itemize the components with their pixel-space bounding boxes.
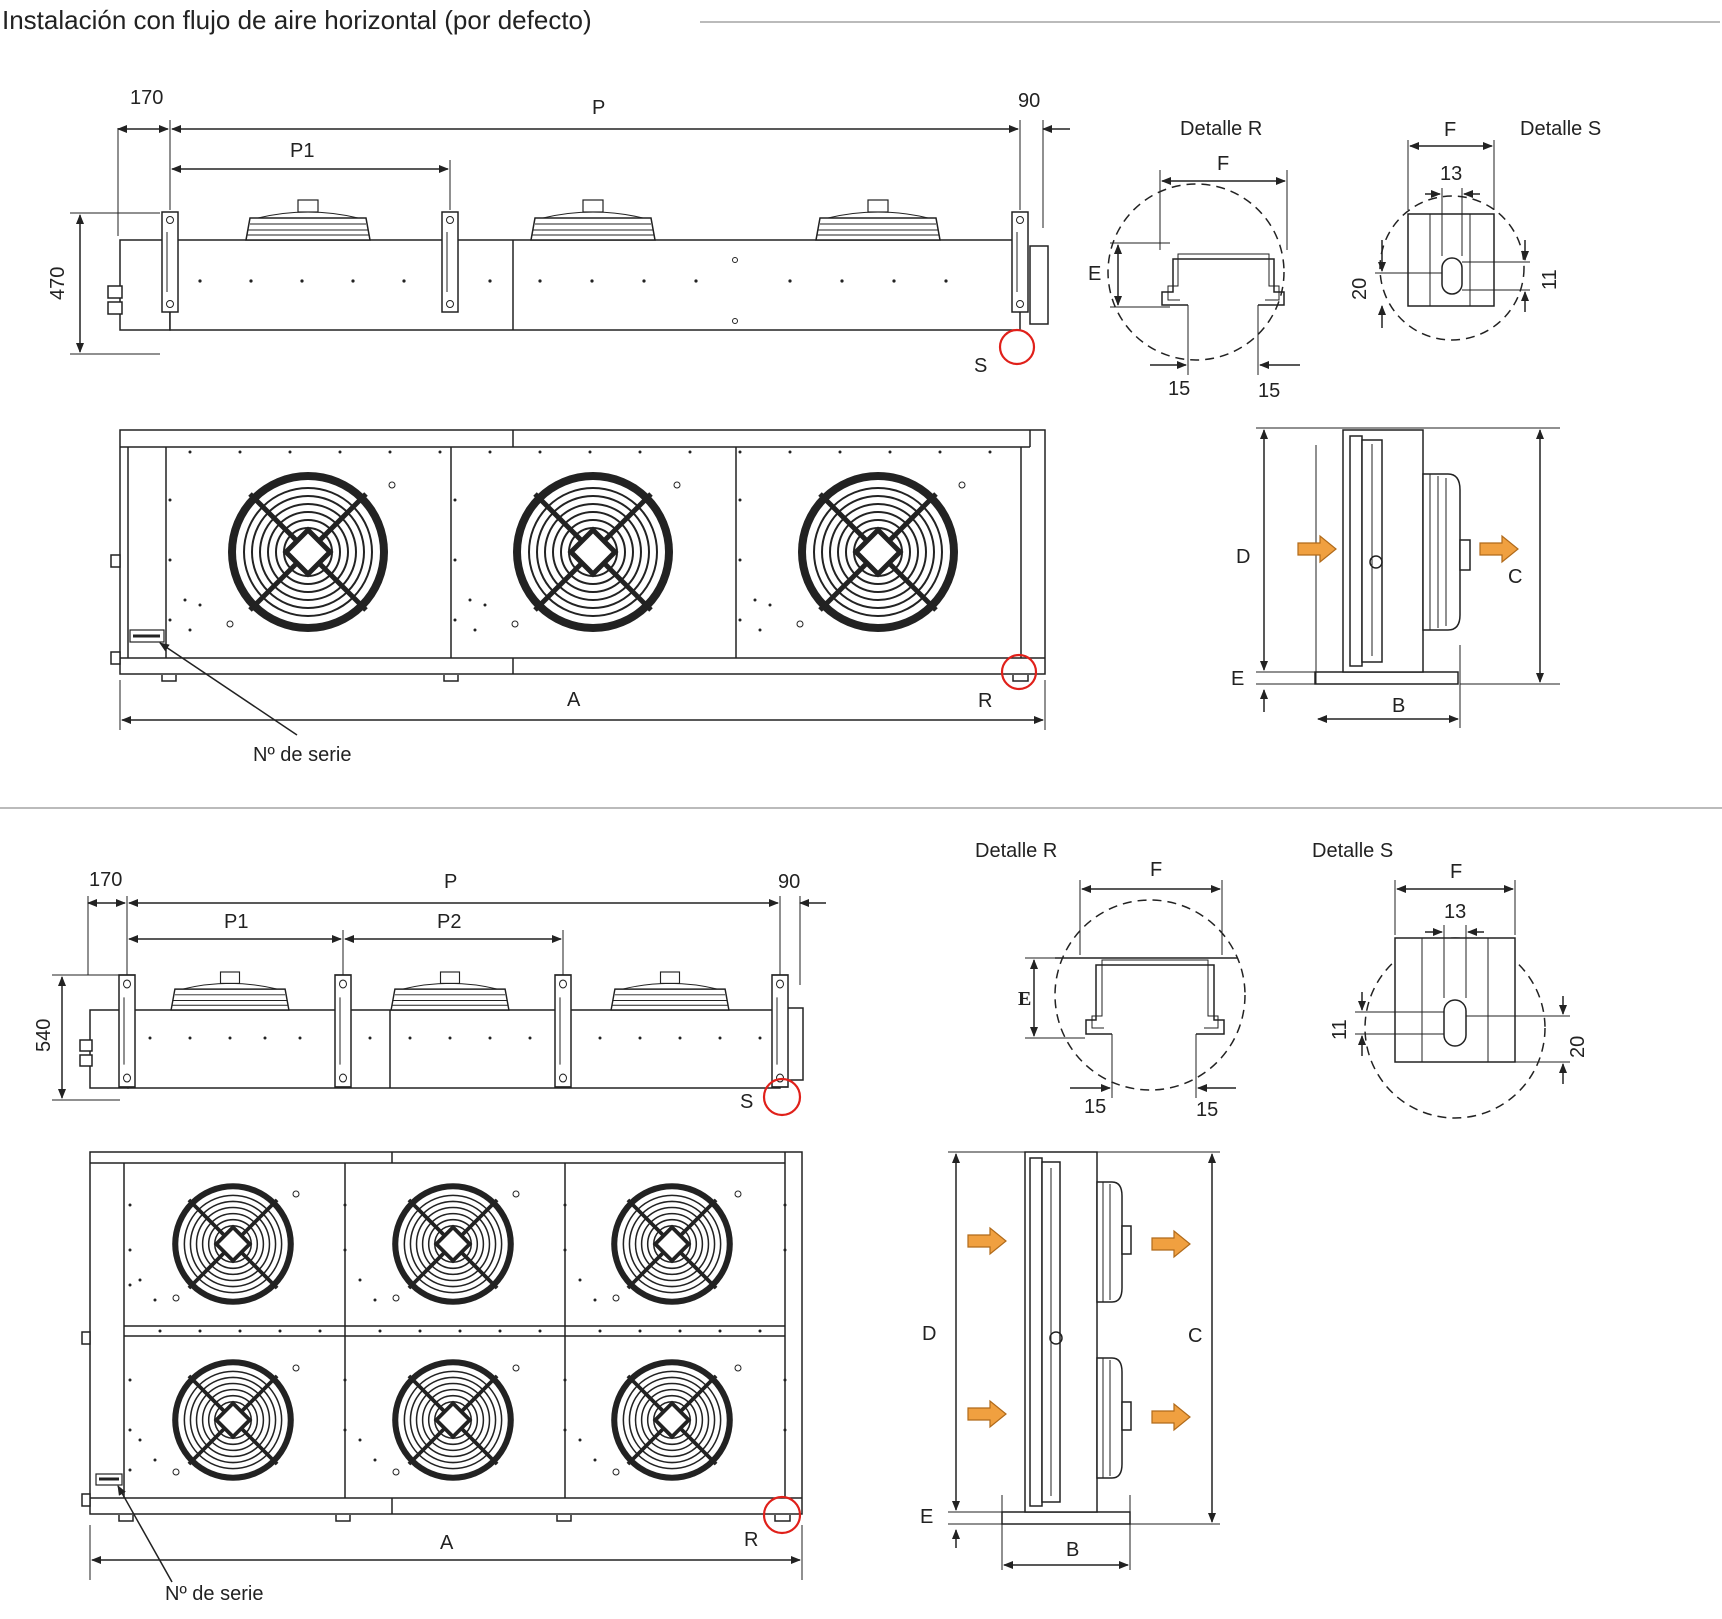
side-e: E (920, 1506, 933, 1528)
bottom-detail-r: Detalle R F E 15 15 (975, 840, 1246, 1121)
fan-icon (798, 472, 958, 632)
side-d: D (922, 1323, 936, 1345)
detail-r-w2: 15 (1196, 1099, 1218, 1121)
airflow-out-arrow-icon (1479, 535, 1519, 563)
airflow-in-arrow-icon (1297, 535, 1337, 563)
detail-r-circle (1054, 899, 1246, 1091)
detail-r-e: E (1018, 988, 1031, 1010)
top-detail-r: Detalle R F E 15 15 (1088, 118, 1300, 402)
fan-icon (609, 1357, 735, 1483)
detail-r-marker (762, 1495, 802, 1535)
detail-s-marker (762, 1077, 802, 1117)
detail-r-title: Detalle R (975, 840, 1057, 862)
dim-p2: P2 (437, 911, 461, 933)
detail-s-slot: 13 (1444, 901, 1466, 923)
detail-r-w1: 15 (1168, 378, 1190, 400)
side-d: D (1236, 546, 1250, 568)
fan-icon (390, 1181, 516, 1307)
label-serial: Nº de serie (165, 1583, 263, 1605)
bottom-front-elevation: 170 P P1 P2 90 540 S (33, 869, 826, 1117)
serial-leader (117, 1485, 173, 1583)
detail-r-title: Detalle R (1180, 118, 1262, 140)
bottom-plan-view: Nº de serie A R (81, 1151, 803, 1605)
label-r: R (978, 690, 992, 712)
label-a: A (567, 689, 581, 711)
dim-p1: P1 (224, 911, 248, 933)
dim-90: 90 (1018, 90, 1040, 112)
fan-icon (390, 1357, 516, 1483)
dim-p: P (592, 97, 605, 119)
detail-s-title: Detalle S (1312, 840, 1393, 862)
label-r: R (744, 1529, 758, 1551)
detail-s-f: F (1450, 861, 1462, 883)
label-s: S (974, 355, 987, 377)
top-side-view: D C E B (1231, 427, 1560, 728)
bottom-side-view: D C E B (920, 1151, 1220, 1570)
label-serial: Nº de serie (253, 744, 351, 766)
dim-470: 470 (47, 267, 69, 300)
unit-casing (169, 239, 1021, 331)
side-e: E (1231, 668, 1244, 690)
detail-r-circle (1107, 183, 1285, 361)
fan-icon (609, 1181, 735, 1307)
side-b: B (1066, 1539, 1079, 1561)
side-c: C (1508, 566, 1522, 588)
detail-s-h11: 11 (1329, 1019, 1351, 1040)
detail-r-e: E (1088, 263, 1101, 285)
page-title: Instalación con flujo de aire horizontal… (2, 5, 592, 35)
airflow-out-arrow-icon (1151, 1403, 1191, 1431)
top-plan-view: Nº de serie A R (110, 429, 1046, 766)
detail-s-h20: 20 (1567, 1036, 1589, 1058)
detail-r-w1: 15 (1084, 1096, 1106, 1118)
detail-s-h20: 20 (1349, 278, 1371, 300)
detail-r-f: F (1150, 859, 1162, 881)
dim-170: 170 (130, 87, 163, 109)
detail-s-slot: 13 (1440, 163, 1462, 185)
label-a: A (440, 1532, 454, 1554)
fan-icon (170, 1181, 296, 1307)
dim-170: 170 (89, 869, 122, 891)
dim-p1: P1 (290, 140, 314, 162)
dim-p: P (444, 871, 457, 893)
bottom-detail-s: Detalle S F 13 11 20 (1312, 840, 1589, 1119)
fan-icon (513, 472, 673, 632)
airflow-out-arrow-icon (1151, 1230, 1191, 1258)
airflow-in-arrow-icon (967, 1400, 1007, 1428)
dim-540: 540 (33, 1019, 55, 1052)
detail-s-h11: 11 (1539, 269, 1561, 290)
side-b: B (1392, 695, 1405, 717)
top-front-elevation: 170 P P1 90 470 S (47, 87, 1070, 377)
airflow-in-arrow-icon (967, 1227, 1007, 1255)
detail-r-f: F (1217, 153, 1229, 175)
detail-s-marker (998, 328, 1036, 366)
unit-casing (127, 1009, 781, 1089)
detail-s-title: Detalle S (1520, 118, 1601, 140)
side-c: C (1188, 1325, 1202, 1347)
dim-90: 90 (778, 871, 800, 893)
fan-icon (170, 1357, 296, 1483)
detail-r-w2: 15 (1258, 380, 1280, 402)
fan-icon (228, 472, 388, 632)
label-s: S (740, 1091, 753, 1113)
detail-s-f: F (1444, 119, 1456, 141)
detail-r-marker (1000, 653, 1038, 691)
top-detail-s: Detalle S F 13 20 11 (1349, 118, 1601, 341)
